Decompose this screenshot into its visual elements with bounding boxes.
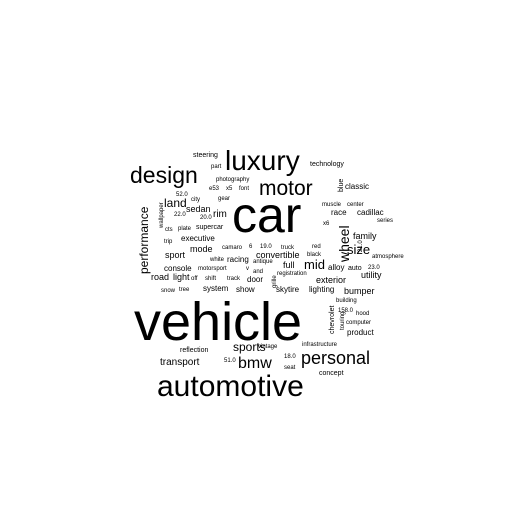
- word-personal: personal: [301, 348, 370, 368]
- word-building: building: [336, 298, 357, 304]
- word-sedan: sedan: [186, 204, 211, 214]
- word-black: black: [307, 252, 322, 258]
- word-land: land: [164, 196, 187, 210]
- word-touring: touring: [340, 312, 346, 330]
- word-19-0: 19.0: [260, 244, 272, 250]
- word-sport: sport: [165, 250, 186, 260]
- word-snow: snow: [161, 288, 176, 294]
- word-photography: photography: [216, 177, 249, 183]
- word-seat: seat: [284, 365, 296, 371]
- word-race: race: [331, 208, 347, 217]
- word-luxury: luxury: [225, 145, 300, 176]
- word-camaro: camaro: [222, 245, 243, 251]
- word-city: city: [191, 197, 200, 203]
- word-bmw: bmw: [238, 355, 272, 372]
- word-vehicle: vehicle: [134, 292, 302, 352]
- word-product: product: [347, 328, 374, 337]
- word-executive: executive: [181, 234, 215, 243]
- word-truck: truck: [281, 245, 295, 251]
- word-cadillac: cadillac: [357, 208, 384, 217]
- word-red: red: [312, 244, 321, 250]
- word-gear: gear: [218, 196, 230, 202]
- word-auto: auto: [348, 265, 362, 272]
- word-classic: classic: [345, 182, 369, 191]
- word-hood: hood: [356, 311, 369, 317]
- word-steering: steering: [193, 152, 218, 159]
- word-vintage: vintage: [258, 344, 278, 350]
- word-technology: technology: [310, 161, 344, 168]
- word-family: family: [353, 231, 377, 241]
- word-alloy: alloy: [328, 263, 344, 272]
- word-bumper: bumper: [344, 286, 375, 296]
- word-automotive: automotive: [157, 370, 304, 403]
- word-x5: x5: [226, 186, 233, 192]
- word-size: size: [347, 242, 370, 257]
- word-console: console: [164, 264, 192, 273]
- word-car: car: [232, 187, 301, 243]
- word-atmosphere: atmosphere: [372, 254, 404, 260]
- word-utility: utility: [361, 270, 382, 280]
- word-racing: racing: [227, 255, 249, 264]
- word-system: system: [203, 284, 229, 293]
- word-white: white: [209, 257, 225, 263]
- word-infrastructure: infrastructure: [302, 342, 338, 348]
- word-registration: registration: [277, 271, 307, 277]
- word-mid: mid: [304, 257, 325, 272]
- word-mode: mode: [190, 244, 213, 254]
- word-158-0: 158.0: [338, 308, 354, 314]
- word-e53: e53: [209, 186, 220, 192]
- word-6: 6: [249, 244, 253, 250]
- word-sports: sports: [233, 340, 266, 354]
- word-shift: shift: [205, 276, 216, 282]
- word-plate: plate: [178, 226, 192, 232]
- word-performance: performance: [137, 206, 151, 274]
- word-20-0: 20.0: [200, 215, 212, 221]
- word-rim: rim: [213, 209, 227, 220]
- word-cts: cts: [165, 227, 173, 233]
- word-x6: x6: [323, 221, 330, 227]
- word-skytire: skytire: [276, 285, 300, 294]
- word-computer: computer: [346, 320, 371, 326]
- word-series: series: [377, 218, 393, 224]
- word-trip: trip: [164, 239, 173, 245]
- word-muscle: muscle: [322, 202, 342, 208]
- word-part: part: [211, 164, 222, 170]
- word-road: road: [151, 272, 169, 282]
- word-21-0: 21.0: [358, 240, 364, 252]
- word-font: font: [239, 186, 249, 192]
- word-23-0: 23.0: [368, 265, 380, 271]
- word-exterior: exterior: [316, 275, 346, 285]
- word-design: design: [130, 162, 198, 188]
- word-track: track: [227, 276, 241, 282]
- word-22-0: 22.0: [174, 212, 186, 218]
- word-supercar: supercar: [196, 224, 224, 231]
- word-convertible: convertible: [256, 250, 300, 260]
- word-chevrolet: chevrolet: [329, 306, 336, 334]
- word-concept: concept: [319, 370, 344, 377]
- word-center: center: [347, 202, 364, 208]
- word-tree: tree: [179, 287, 190, 293]
- word-52-0: 52.0: [176, 192, 188, 198]
- word-v: v: [246, 266, 249, 272]
- word-motorsport: motorsport: [198, 266, 227, 272]
- word-motor: motor: [259, 177, 313, 200]
- word-reflection: reflection: [180, 347, 209, 354]
- word-off: off: [191, 276, 198, 282]
- word-wheel: wheel: [336, 225, 352, 263]
- word-door: door: [247, 275, 263, 284]
- word-show: show: [236, 285, 255, 294]
- word-blue: blue: [338, 179, 345, 192]
- word-transport: transport: [160, 357, 200, 368]
- word-and: and: [253, 269, 263, 275]
- word-full: full: [283, 260, 295, 270]
- word-lighting: lighting: [309, 285, 334, 294]
- word-18-0: 18.0: [284, 354, 296, 360]
- word-grille: grille: [272, 275, 278, 288]
- word-wallpaper: wallpaper: [159, 202, 165, 229]
- word-antique: antique: [253, 259, 273, 265]
- word-51-0: 51.0: [224, 358, 236, 364]
- word-light: light: [173, 272, 190, 282]
